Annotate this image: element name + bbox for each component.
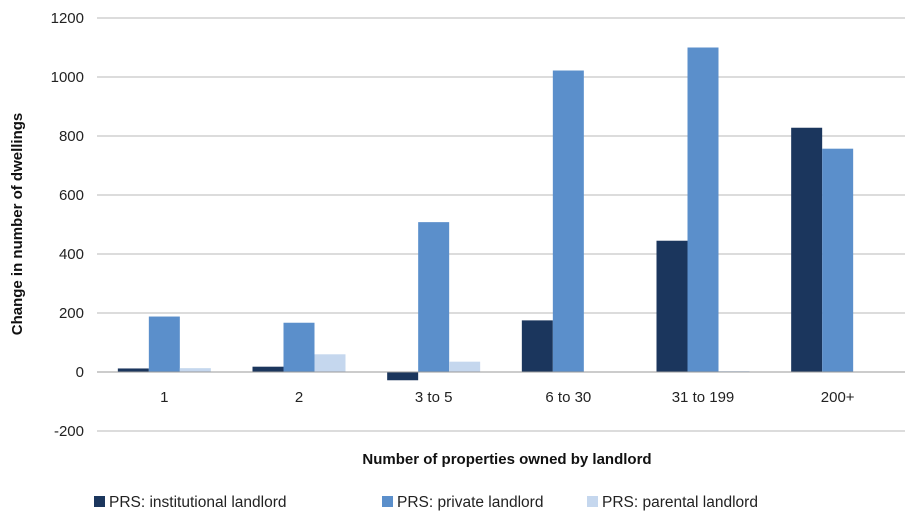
bar-prs-private-landlord-5 <box>822 148 854 372</box>
x-tick-label: 1 <box>160 389 168 406</box>
legend-label: PRS: institutional landlord <box>109 494 287 511</box>
bar-prs-private-landlord-3 <box>552 70 584 372</box>
x-tick-label: 200+ <box>821 389 855 406</box>
y-tick-label: 1000 <box>51 69 84 86</box>
y-tick-label: 0 <box>76 364 84 381</box>
legend-swatch <box>587 496 598 507</box>
gridlines <box>97 17 905 432</box>
bar-prs-private-landlord-4 <box>687 47 719 372</box>
bar-prs-institutional-landlord-1 <box>252 366 284 372</box>
bar-prs-institutional-landlord-4 <box>656 240 688 372</box>
bar-prs-parental-landlord-2 <box>449 361 481 372</box>
y-tick-label: 1200 <box>51 10 84 27</box>
x-tick-label: 3 to 5 <box>415 389 453 406</box>
legend: PRS: institutional landlord PRS: private … <box>94 494 758 511</box>
legend-swatch <box>94 496 105 507</box>
bar-prs-institutional-landlord-0 <box>117 368 149 372</box>
bar-prs-parental-landlord-1 <box>314 354 346 372</box>
bar-prs-parental-landlord-0 <box>179 368 211 372</box>
y-tick-label: 800 <box>59 128 84 145</box>
y-axis-ticks: -200 0 200 400 600 800 1000 1200 <box>51 10 84 440</box>
bar-prs-institutional-landlord-2 <box>387 372 419 381</box>
x-axis-title: Number of properties owned by landlord <box>362 451 651 468</box>
bar-prs-private-landlord-2 <box>418 222 450 372</box>
bar-prs-institutional-landlord-5 <box>791 127 823 373</box>
legend-swatch <box>382 496 393 507</box>
y-tick-label: -200 <box>54 423 84 440</box>
x-tick-label: 31 to 199 <box>672 389 735 406</box>
legend-label: PRS: parental landlord <box>602 494 758 511</box>
bar-prs-institutional-landlord-3 <box>521 320 553 372</box>
bar-prs-private-landlord-0 <box>148 316 180 372</box>
x-tick-label: 6 to 30 <box>545 389 591 406</box>
y-tick-label: 200 <box>59 305 84 322</box>
bar-prs-private-landlord-1 <box>283 322 315 372</box>
bars <box>117 47 854 381</box>
y-axis-title: Change in number of dwellings <box>9 113 26 336</box>
legend-label: PRS: private landlord <box>397 494 543 511</box>
x-axis-ticks: 1 2 3 to 5 6 to 30 31 to 199 200+ <box>160 389 855 406</box>
x-tick-label: 2 <box>295 389 303 406</box>
y-tick-label: 600 <box>59 187 84 204</box>
y-tick-label: 400 <box>59 246 84 263</box>
